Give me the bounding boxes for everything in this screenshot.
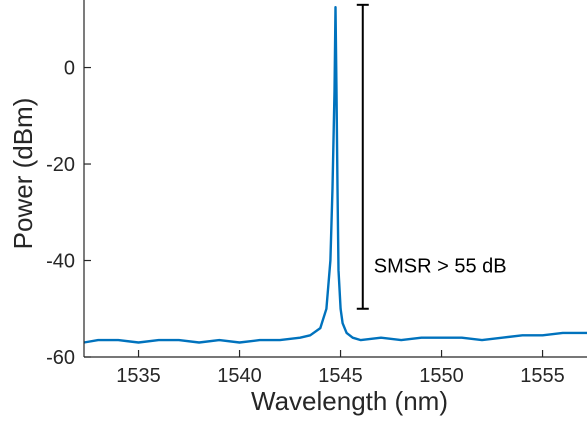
series-line: [83, 6, 587, 344]
plot-area: [83, 6, 587, 344]
x-axis-title: Wavelength (nm): [251, 386, 448, 416]
y-tick-label: -20: [46, 154, 75, 176]
smsr-annotation: SMSR > 55 dB: [356, 3, 507, 310]
smsr-label: SMSR > 55 dB: [374, 255, 507, 277]
x-tick-label: 1545: [318, 365, 363, 387]
y-ticks: -60 -40 -20 0: [46, 58, 91, 369]
y-tick-label: -60: [46, 347, 75, 369]
y-tick-label: -40: [46, 251, 75, 273]
x-tick-label: 1555: [520, 365, 565, 387]
x-ticks: 1535 1540 1545 1550 1555: [116, 350, 565, 387]
y-axis-title: Power (dBm): [8, 98, 38, 250]
y-tick-label: 0: [64, 58, 75, 80]
x-tick-label: 1540: [217, 365, 262, 387]
x-tick-label: 1550: [419, 365, 464, 387]
x-tick-label: 1535: [116, 365, 161, 387]
axes: 1535 1540 1545 1550 1555 -60 -40 -20 0 Waveleng…: [8, 0, 587, 416]
